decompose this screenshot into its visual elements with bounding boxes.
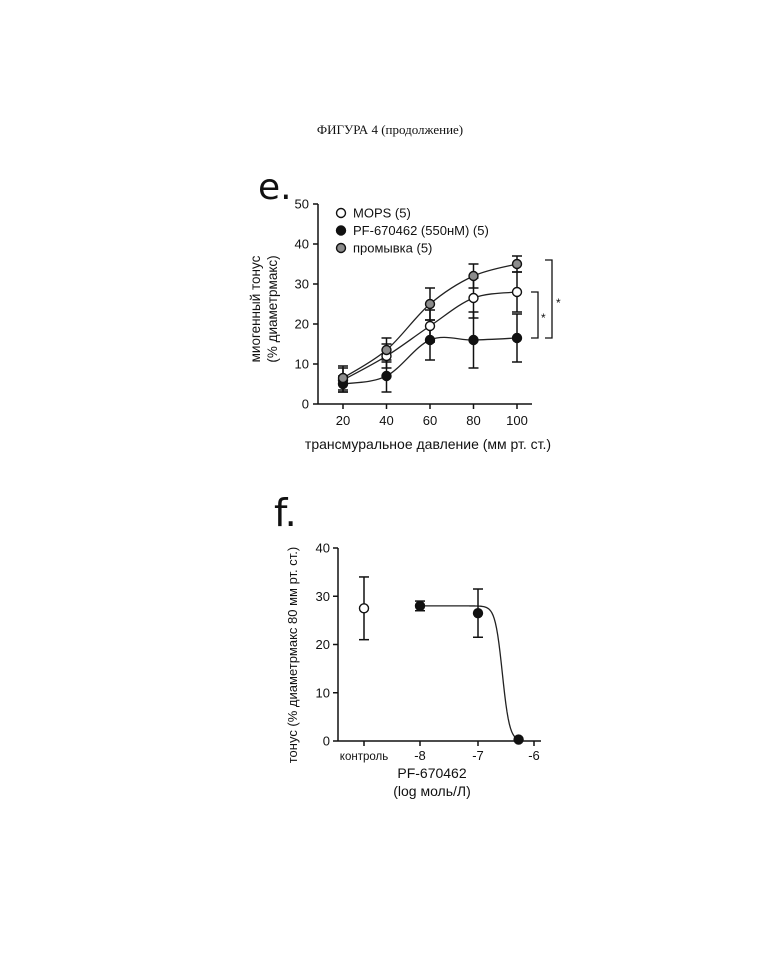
y-axis-title: тонус (% диаметрмакс 80 мм рт. ст.) xyxy=(285,547,300,764)
x-tick-label: 80 xyxy=(466,413,480,428)
legend-label-series-0: MOPS (5) xyxy=(353,206,411,221)
y-tick-label: 50 xyxy=(295,197,309,212)
x-tick-label: -8 xyxy=(414,748,426,763)
y-tick-label: 40 xyxy=(295,237,309,252)
data-point-series-2 xyxy=(513,260,522,269)
fit-curve xyxy=(420,606,519,740)
y-tick-label: 40 xyxy=(316,541,330,556)
x-axis-title-line1: PF-670462 xyxy=(397,765,466,781)
significance-star-outer: * xyxy=(556,296,561,310)
data-point-series-1 xyxy=(469,336,478,345)
y-tick-label: 0 xyxy=(323,734,330,749)
x-tick-label: 60 xyxy=(423,413,437,428)
data-point xyxy=(514,735,523,744)
data-point-series-0 xyxy=(426,322,435,331)
x-tick-label: 40 xyxy=(379,413,393,428)
data-point-series-2 xyxy=(469,272,478,281)
x-tick-label: -6 xyxy=(528,748,540,763)
y-tick-label: 0 xyxy=(302,397,309,412)
legend-label-series-1: PF-670462 (550нМ) (5) xyxy=(353,223,489,238)
significance-star-inner: * xyxy=(541,311,546,325)
x-tick-label: -7 xyxy=(472,748,484,763)
y-axis-title-line1: миогенный тонус xyxy=(248,255,263,362)
significance-bracket-inner xyxy=(531,292,538,338)
data-point-series-2 xyxy=(339,374,348,383)
data-point-series-1 xyxy=(426,336,435,345)
data-point-series-0 xyxy=(469,294,478,303)
x-tick-label: контроль xyxy=(340,751,388,763)
data-point-series-2 xyxy=(426,300,435,309)
y-tick-label: 30 xyxy=(295,277,309,292)
chart-e: 0 10 20 30 40 50 20 40 60 80 100 трансмуральное дав… xyxy=(248,197,561,453)
y-tick-label: 20 xyxy=(316,637,330,652)
x-axis-title: трансмуральное давление (мм рт. ст.) xyxy=(305,436,551,452)
data-point-series-2 xyxy=(382,346,391,355)
data-point xyxy=(474,609,483,618)
legend-marker-series-0 xyxy=(337,209,346,218)
data-point xyxy=(416,601,425,610)
data-point-series-1 xyxy=(513,334,522,343)
y-tick-label: 10 xyxy=(295,357,309,372)
y-axis-title-line2: (% диаметрмакс) xyxy=(265,255,280,362)
data-point-series-1 xyxy=(382,372,391,381)
significance-bracket-outer xyxy=(545,260,552,338)
x-tick-label: 20 xyxy=(336,413,350,428)
legend-marker-series-1 xyxy=(337,226,346,235)
chart-f: 0 10 20 30 40 контроль -8 -7 -6 PF-670462 (log мол… xyxy=(285,541,541,800)
legend-label-series-2: промывка (5) xyxy=(353,241,432,256)
data-point xyxy=(360,604,369,613)
x-tick-label: 100 xyxy=(506,413,528,428)
legend-marker-series-2 xyxy=(337,244,346,253)
y-tick-label: 10 xyxy=(316,685,330,700)
y-tick-label: 20 xyxy=(295,317,309,332)
data-point-series-0 xyxy=(513,288,522,297)
y-tick-label: 30 xyxy=(316,589,330,604)
x-axis-title-line2: (log моль/Л) xyxy=(393,783,471,799)
